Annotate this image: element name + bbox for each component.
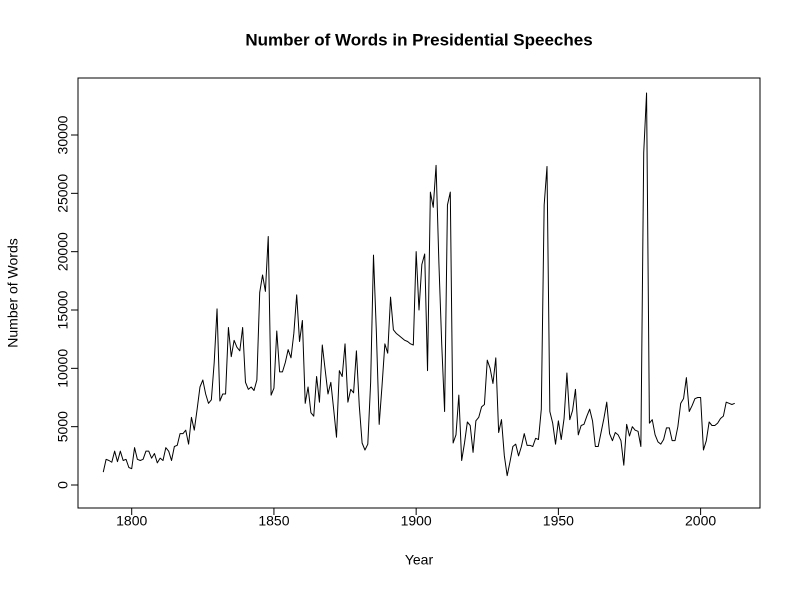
x-tick-label: 1800 bbox=[116, 513, 147, 529]
y-tick-label: 0 bbox=[55, 481, 71, 489]
y-tick-label: 20000 bbox=[55, 232, 71, 271]
x-axis-label: Year bbox=[405, 552, 434, 568]
plot-box bbox=[77, 77, 761, 509]
y-tick-label: 15000 bbox=[55, 290, 71, 329]
y-tick-label: 25000 bbox=[55, 174, 71, 213]
x-tick-label: 2000 bbox=[685, 513, 716, 529]
x-tick-label: 1900 bbox=[401, 513, 432, 529]
x-tick-label: 1850 bbox=[258, 513, 289, 529]
y-axis-label: Number of Words bbox=[5, 238, 21, 347]
chart-title: Number of Words in Presidential Speeches bbox=[245, 30, 592, 49]
y-tick-label: 10000 bbox=[55, 349, 71, 388]
data-line bbox=[102, 92, 735, 477]
y-tick-label: 5000 bbox=[55, 411, 71, 442]
y-tick-label: 30000 bbox=[55, 115, 71, 154]
x-tick-label: 1950 bbox=[543, 513, 574, 529]
